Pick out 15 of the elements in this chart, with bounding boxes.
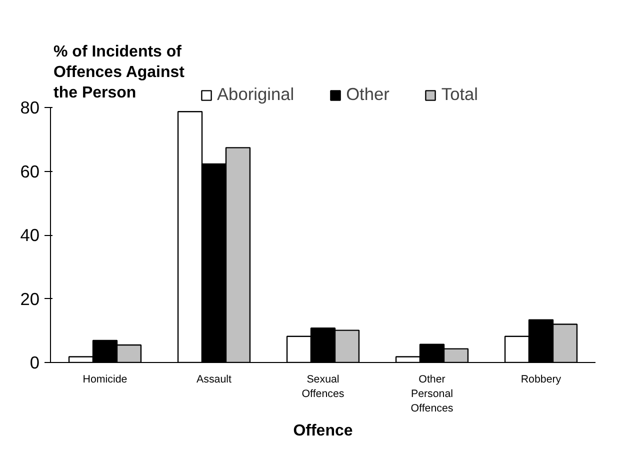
x-tick-label: Homicide	[82, 374, 128, 386]
y-tick-label: 80	[20, 98, 40, 118]
y-tick-label: 20	[20, 288, 40, 309]
legend-label: Other	[346, 84, 390, 105]
legend-label: Total	[441, 84, 478, 105]
y-tick-label: 0	[30, 352, 40, 372]
legend-label: Aboriginal	[217, 84, 294, 105]
y-tick-label: 60	[20, 161, 40, 182]
x-tick-label: Other Personal Offences	[410, 374, 454, 414]
y-axis-title: % of Incidents of Offences Against the Person	[54, 44, 186, 102]
x-tick-label: Robbery	[520, 374, 562, 386]
y-tick-label: 40	[20, 225, 40, 245]
x-tick-label: Sexual Offences	[302, 374, 344, 400]
x-tick-label: Assault	[196, 374, 232, 386]
x-axis-title: Offence	[293, 422, 353, 440]
